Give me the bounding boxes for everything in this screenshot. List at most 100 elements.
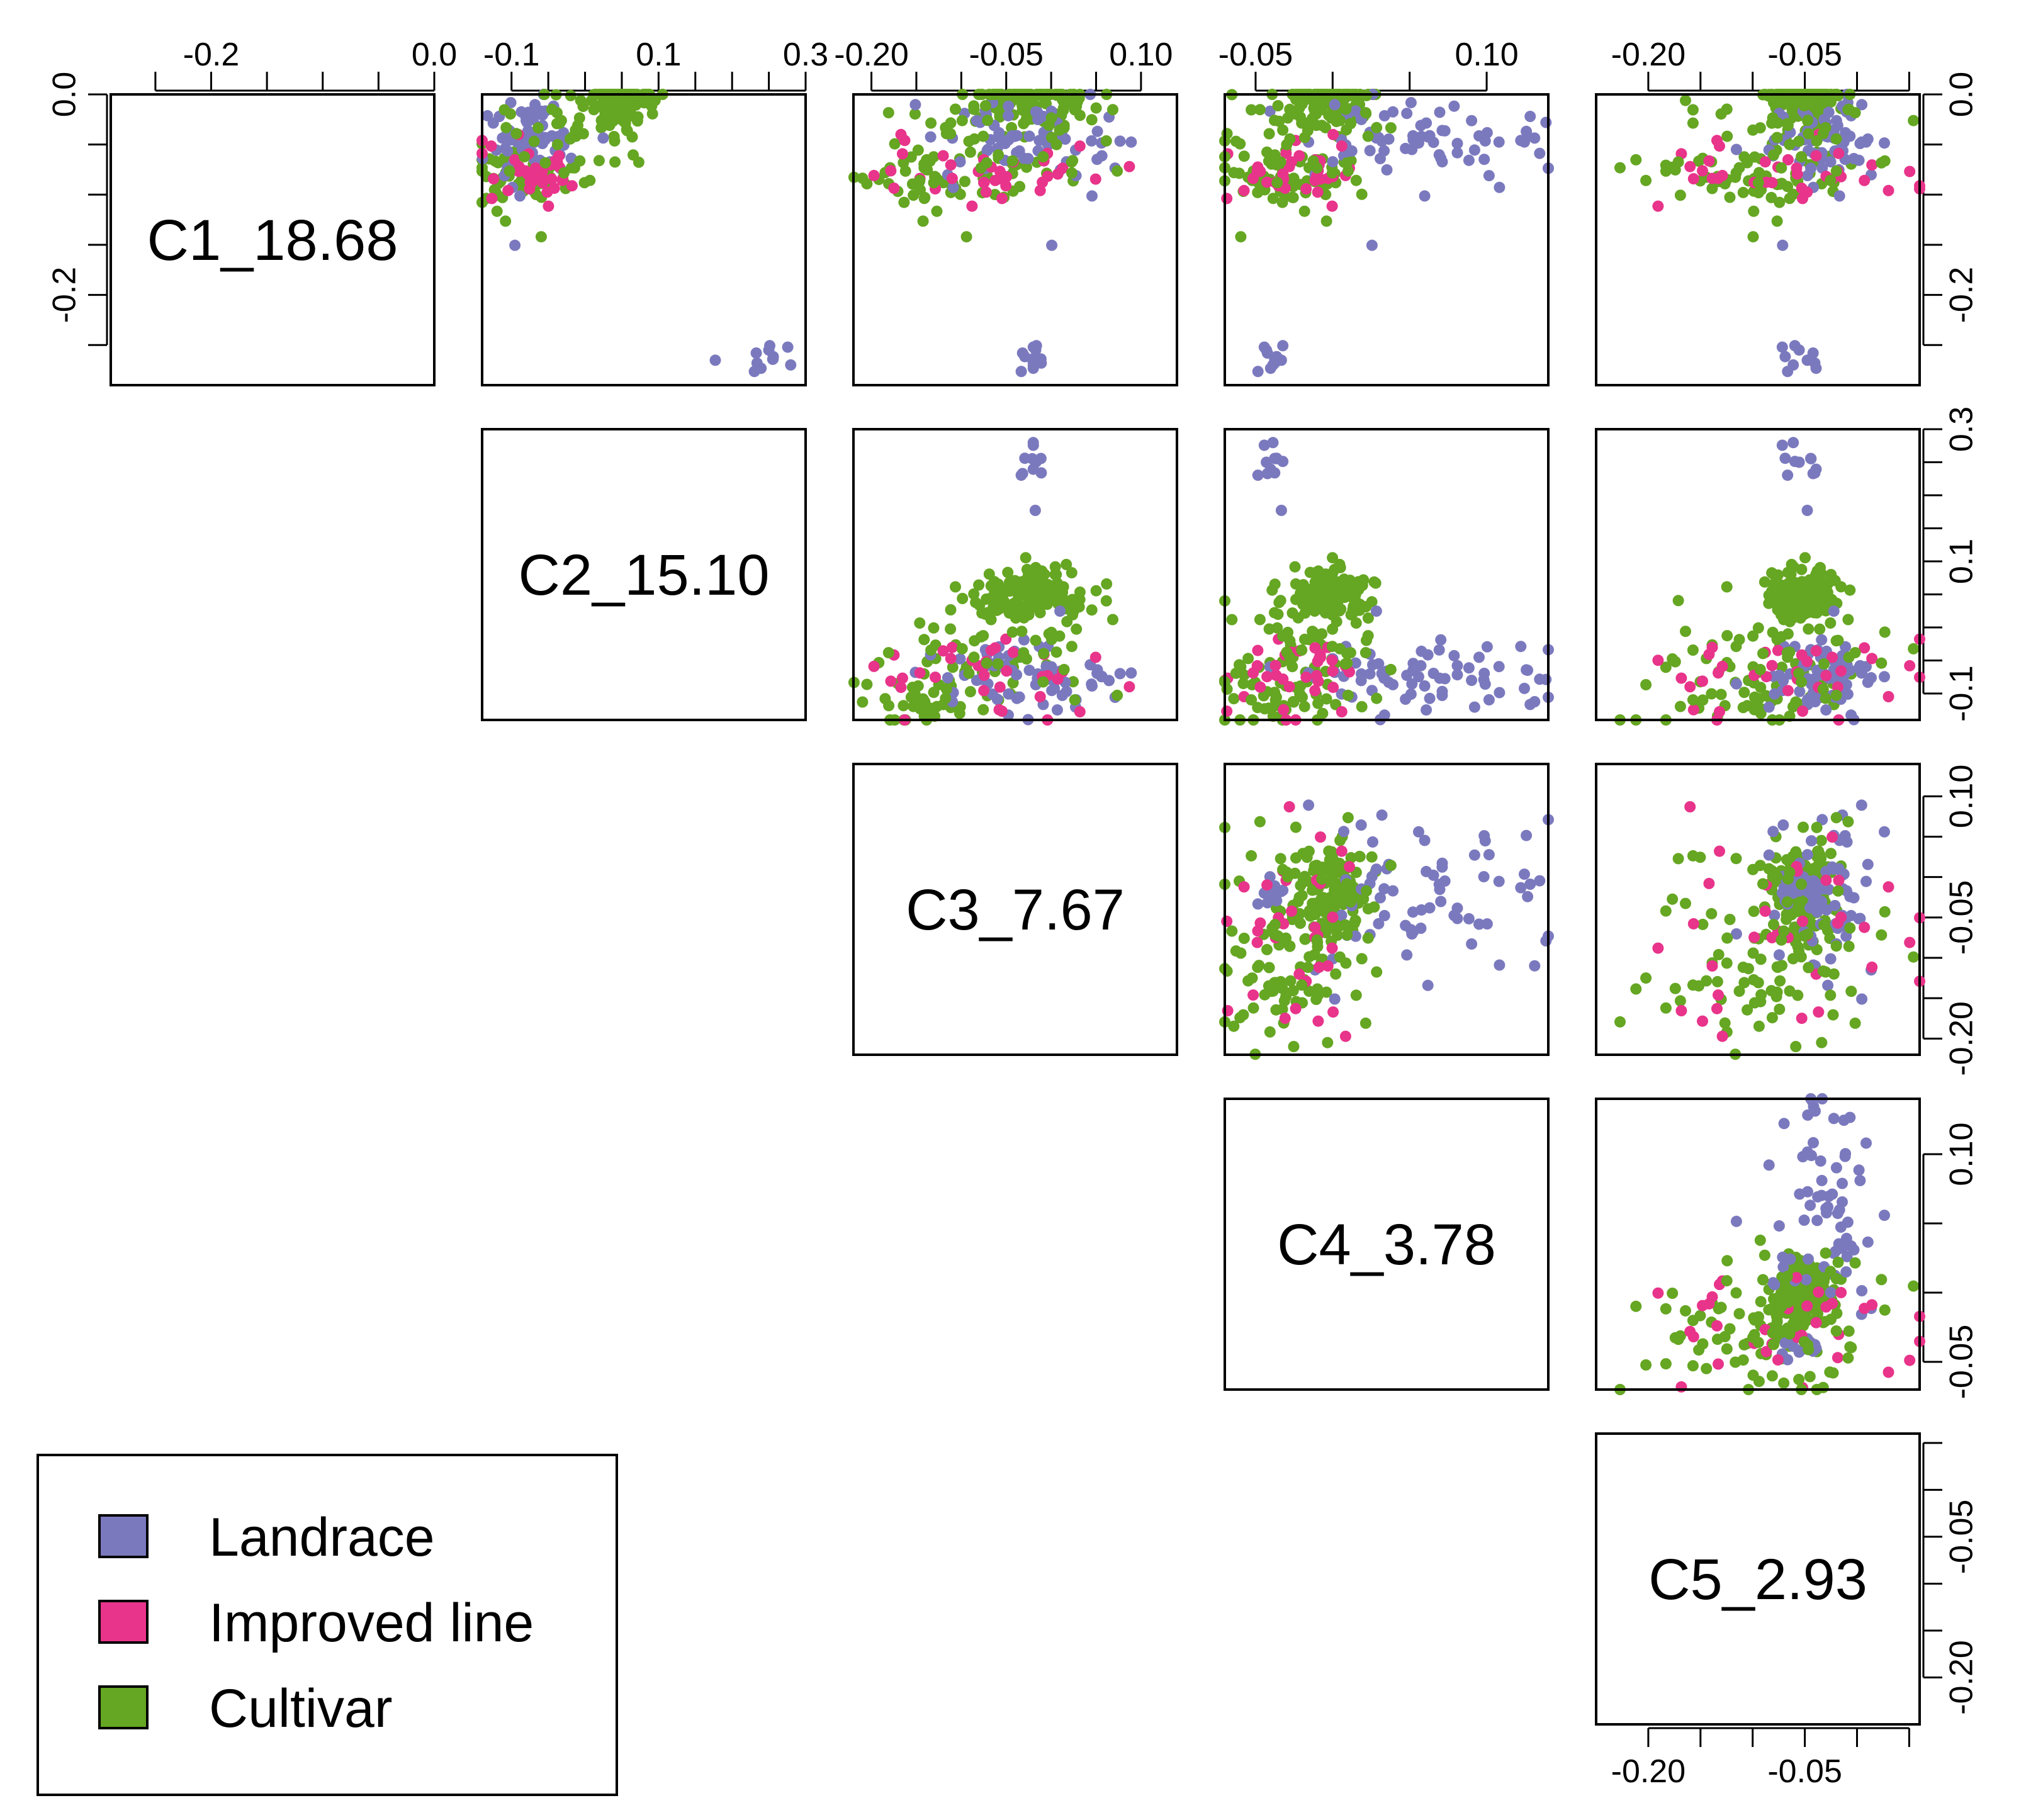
point-landrace-r1-c3: [909, 99, 921, 111]
point-landrace-r2-c5: [1840, 641, 1852, 653]
point-cultivar-r4-c5: [1759, 1249, 1770, 1261]
point-cultivar-r2-c3: [973, 579, 985, 591]
point-cultivar-r3-c5: [1713, 948, 1725, 960]
point-landrace-r2-c4: [1267, 437, 1279, 449]
point-improved-line-r1-c3: [885, 165, 897, 177]
point-landrace-r3-c4: [1451, 902, 1463, 914]
point-cultivar-r1-c5: [1782, 120, 1794, 132]
point-cultivar-r3-c5: [1680, 897, 1691, 909]
point-improved-line-r1-c2: [543, 200, 554, 212]
point-cultivar-r4-c5: [1766, 1370, 1778, 1382]
point-cultivar-r3-c4: [1252, 962, 1264, 973]
point-landrace-r4-c5: [1854, 1174, 1866, 1186]
point-improved-line-r3-c4: [1283, 801, 1295, 812]
point-cultivar-r1-c4: [1298, 205, 1310, 217]
point-landrace-r2-c4: [1478, 668, 1490, 679]
point-landrace-r1-c4: [1424, 130, 1436, 142]
point-cultivar-r3-c4: [1366, 851, 1378, 863]
point-cultivar-r1-c5: [1842, 104, 1854, 116]
point-improved-line-r1-c4: [1238, 184, 1250, 196]
point-cultivar-r2-c4: [1385, 663, 1397, 675]
point-cultivar-r2-c3: [1051, 580, 1063, 592]
point-cultivar-r2-c4: [1359, 647, 1371, 659]
point-landrace-r3-c4: [1336, 909, 1348, 921]
point-cultivar-r2-c3: [977, 704, 989, 716]
point-landrace-r1-c2: [750, 347, 762, 359]
point-landrace-r3-c4: [1400, 919, 1412, 931]
point-cultivar-r1-c2: [609, 156, 621, 168]
point-cultivar-r4-c5: [1767, 1327, 1779, 1339]
point-landrace-r3-c4: [1401, 949, 1413, 961]
point-improved-line-r1-c5: [1697, 165, 1708, 177]
point-improved-line-r4-c5: [1711, 1320, 1723, 1332]
point-cultivar-r2-c5: [1706, 688, 1718, 700]
point-cultivar-r4-c5: [1827, 1367, 1839, 1379]
point-cultivar-r2-c5: [1830, 635, 1842, 647]
point-landrace-r3-c5: [1806, 835, 1817, 847]
point-cultivar-r4-c5: [1831, 1307, 1843, 1319]
point-cultivar-r2-c3: [969, 635, 981, 647]
point-improved-line-r4-c5: [1652, 1287, 1664, 1299]
point-cultivar-r3-c4: [1246, 850, 1258, 862]
point-landrace-r4-c5: [1840, 1266, 1852, 1278]
point-landrace-r1-c3: [1091, 125, 1103, 137]
point-landrace-r1-c5: [1879, 137, 1890, 149]
point-cultivar-r3-c5: [1849, 1017, 1861, 1029]
point-landrace-r3-c5: [1807, 897, 1819, 909]
point-landrace-r1-c4: [1252, 366, 1264, 378]
point-cultivar-r1-c5: [1774, 196, 1786, 208]
point-cultivar-r4-c5: [1757, 1274, 1769, 1286]
point-improved-line-r2-c4: [1270, 670, 1282, 681]
point-improved-line-r1-c3: [896, 148, 908, 160]
point-improved-line-r4-c5: [1801, 1300, 1813, 1312]
point-cultivar-r4-c5: [1876, 1274, 1888, 1286]
point-landrace-r2-c4: [1373, 658, 1385, 670]
point-cultivar-r2-c5: [1782, 580, 1794, 592]
point-improved-line-r1-c2: [486, 193, 498, 205]
point-cultivar-r1-c3: [1016, 94, 1028, 106]
point-improved-line-r2-c5: [1826, 651, 1838, 663]
point-cultivar-r2-c5: [1793, 667, 1805, 679]
point-landrace-r1-c3: [1125, 136, 1137, 148]
point-cultivar-r1-c3: [964, 146, 976, 158]
point-cultivar-r1-c4: [1326, 167, 1338, 179]
point-landrace-r1-c5: [1782, 366, 1794, 378]
diagonal-label-c2-15-10: C2_15.10: [519, 543, 770, 607]
point-cultivar-r1-c5: [1724, 191, 1736, 203]
point-cultivar-r2-c3: [1037, 676, 1049, 688]
point-cultivar-r2-c3: [861, 678, 873, 690]
point-cultivar-r2-c5: [1796, 676, 1808, 688]
point-improved-line-r2-c3: [1001, 665, 1013, 677]
point-improved-line-r2-c4: [1315, 651, 1326, 663]
point-cultivar-r1-c2: [535, 231, 547, 243]
point-cultivar-r3-c5: [1787, 953, 1799, 965]
point-cultivar-r1-c2: [488, 184, 500, 196]
point-improved-line-r2-c4: [1283, 681, 1295, 693]
point-cultivar-r2-c4: [1356, 580, 1368, 591]
point-cultivar-r2-c3: [1006, 626, 1018, 638]
point-landrace-r2-c5: [1860, 661, 1872, 673]
point-cultivar-r2-c3: [1058, 663, 1070, 675]
point-landrace-r2-c3: [1061, 685, 1072, 697]
point-cultivar-r1-c4: [1271, 177, 1283, 189]
point-cultivar-r1-c4: [1307, 94, 1319, 106]
point-cultivar-r1-c3: [931, 205, 943, 217]
point-landrace-r3-c5: [1787, 887, 1799, 899]
point-improved-line-r1-c4: [1327, 128, 1339, 140]
point-cultivar-r4-c5: [1721, 1343, 1733, 1355]
legend-key-cultivar: [98, 1685, 149, 1729]
point-landrace-r3-c4: [1521, 829, 1533, 841]
point-improved-line-r2-c4: [1278, 704, 1290, 716]
point-improved-line-r2-c5: [1904, 660, 1916, 671]
point-improved-line-r1-c5: [1684, 160, 1696, 172]
point-cultivar-r1-c2: [575, 94, 587, 106]
point-improved-line-r4-c5: [1826, 1298, 1838, 1310]
point-cultivar-r2-c3: [1066, 567, 1078, 579]
point-landrace-r4-c5: [1801, 1146, 1813, 1158]
point-cultivar-r1-c5: [1784, 138, 1796, 150]
point-cultivar-r3-c4: [1237, 1009, 1249, 1021]
point-landrace-r2-c4: [1483, 694, 1495, 705]
point-improved-line-r3-c5: [1714, 845, 1725, 857]
point-cultivar-r1-c3: [993, 149, 1005, 161]
point-cultivar-r1-c4: [1362, 130, 1374, 142]
